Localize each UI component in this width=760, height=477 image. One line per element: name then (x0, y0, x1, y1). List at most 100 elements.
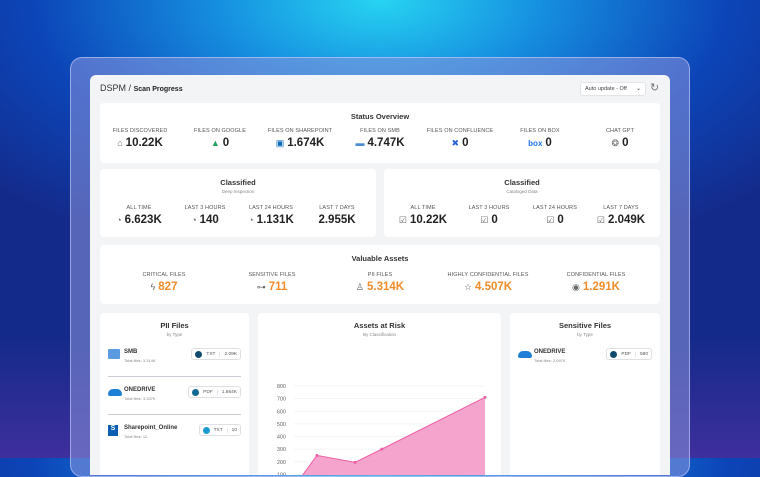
stat-critical-files: CRITICAL FILES ϟ 827 (110, 272, 218, 293)
breadcrumb-current: Scan Progress (133, 86, 183, 93)
stat-last-24-hours: LAST 24 HOURS ☑ 0 (522, 205, 588, 226)
stat-pii-files: PII FILES ♙ 5.314K (326, 272, 434, 293)
stat-value: ✖ 0 (420, 137, 500, 149)
stat-label: SENSITIVE FILES (248, 272, 296, 278)
source-name: Sharepoint_Online (124, 425, 178, 431)
stat-files-on-smb: FILES ON SMB ▬ 4.747K (340, 128, 420, 149)
breadcrumb-root[interactable]: DSPM (100, 83, 127, 93)
sharepoint-icon: S (108, 425, 121, 436)
stat-value: ⌂ 10.22K (100, 137, 180, 149)
file-count: 1.664K (216, 389, 237, 395)
total-files: Total files: 3.314K (124, 358, 156, 363)
y-tick-label: 500 (277, 422, 286, 428)
confluence-icon: ✖ (451, 138, 460, 148)
total-files: Total files: 3.337K (124, 396, 156, 401)
y-tick-label: 200 (277, 460, 286, 466)
stat-value: ◔ 140 (172, 214, 238, 226)
stat-files-on-sharepoint: FILES ON SHAREPOINT ▣ 1.674K (260, 128, 340, 149)
sensitive-files-card: Sensitive Files by Type ONEDRIVE Total f… (510, 313, 660, 475)
checkbox-icon: ☑ (398, 215, 407, 225)
stat-value: 2.955K (304, 214, 370, 226)
refresh-icon[interactable]: ↻ (650, 82, 660, 94)
stat-label: LAST 3 HOURS (184, 205, 226, 211)
value-text: 0 (622, 137, 629, 149)
value-text: 2.955K (318, 214, 356, 226)
stat-label: LAST 24 HOURS (249, 205, 293, 211)
status-overview-card: Status Overview FILES DISCOVERED ⌂ 10.22K… (100, 103, 660, 163)
value-text: 6.623K (124, 214, 162, 226)
sharepoint-icon: ▣ (275, 138, 285, 148)
value-text: 10.22K (409, 214, 448, 226)
file-type-pill: TXT 10 (198, 424, 241, 436)
file-type-row[interactable]: SMB Total files: 3.314K TXT 2.09K (108, 347, 241, 371)
file-type-pill: PDF 1.664K (188, 386, 241, 398)
onedrive-icon (108, 387, 122, 397)
file-type-row[interactable]: ONEDRIVE Total files: 2.097K PDF 580 (518, 347, 652, 371)
clock-check-icon: ◔ (116, 215, 122, 225)
value-text: 10.22K (125, 137, 163, 149)
y-tick-label: 400 (277, 435, 286, 441)
card-subtitle: by Type (577, 332, 593, 337)
value-text: 0 (222, 137, 230, 149)
value-text: 2.049K (607, 214, 646, 226)
stat-chat-gpt: CHAT GPT ❂ 0 (580, 128, 660, 149)
stat-label: FILES ON CONFLUENCE (426, 128, 494, 134)
stat-value: ▬ 4.747K (340, 137, 420, 149)
file-type-pill: PDF 580 (606, 348, 652, 360)
bolt-icon: ϟ (150, 282, 156, 292)
stat-label: FILES ON SHAREPOINT (267, 128, 333, 134)
card-title: PII Files (160, 321, 189, 330)
file-type-row[interactable]: S Sharepoint_Online Total files: 12 TXT 1… (108, 423, 241, 447)
file-type: TXT (206, 351, 216, 357)
clock-check-icon: ◔ (248, 215, 254, 225)
star-icon: ☆ (463, 282, 472, 292)
chatgpt-icon: ❂ (611, 138, 620, 148)
stat-value: ☑ 2.049K (588, 214, 654, 226)
stat-value: ▲ 0 (180, 137, 260, 149)
stat-label: FILES ON GOOGLE (194, 128, 246, 134)
value-text: 4.507K (474, 281, 513, 293)
pii-files-card: PII Files by Type SMB Total files: 3.314… (100, 313, 249, 475)
y-tick-label: 800 (277, 384, 286, 390)
value-text: 1.291K (582, 281, 620, 293)
value-text: 711 (268, 281, 288, 293)
value-text: 0 (491, 214, 498, 226)
value-text: 1.131K (256, 214, 294, 226)
stat-files-discovered: FILES DISCOVERED ⌂ 10.22K (100, 128, 180, 149)
stat-label: PII FILES (367, 272, 393, 278)
auto-update-select[interactable]: Auto update - Off ⌄ (580, 82, 646, 96)
stat-value: box 0 (500, 137, 580, 149)
file-type-row[interactable]: ONEDRIVE Total files: 3.337K PDF 1.664K (108, 385, 241, 409)
stat-label: ALL TIME (410, 205, 436, 211)
card-subtitle: Deep Inspection (221, 189, 255, 194)
source-name: SMB (124, 349, 138, 355)
person-icon: ♙ (355, 282, 364, 292)
stat-value: ☆ 4.507K (434, 281, 542, 293)
stat-value: ▣ 1.674K (260, 137, 340, 149)
value-text: 1.674K (287, 137, 325, 149)
y-tick-label: 600 (277, 409, 286, 415)
stat-last-3-hours: LAST 3 HOURS ◔ 140 (172, 205, 238, 226)
checkbox-icon: ☑ (596, 215, 605, 225)
stat-sensitive-files: SENSITIVE FILES ⊶ 711 (218, 272, 326, 293)
stat-label: LAST 3 HOURS (468, 205, 510, 211)
file-type: PDF (203, 389, 213, 395)
key-icon: ⊶ (256, 282, 266, 292)
stat-last-7-days: LAST 7 DAYS ☑ 2.049K (588, 205, 654, 226)
legend-dot (195, 350, 203, 358)
y-tick-label: 100 (277, 472, 286, 475)
stat-last-24-hours: LAST 24 HOURS ◔ 1.131K (238, 205, 304, 226)
value-text: 827 (158, 281, 178, 293)
stat-value: ☑ 0 (522, 214, 588, 226)
checkbox-icon: ☑ (546, 215, 555, 225)
total-files: Total files: 12 (124, 434, 148, 439)
stat-value: ♙ 5.314K (326, 281, 434, 293)
stat-value: ☑ 10.22K (390, 214, 456, 226)
stat-label: LAST 7 DAYS (603, 205, 639, 211)
stat-label: CONFIDENTIAL FILES (566, 272, 626, 278)
stat-last-7-days: LAST 7 DAYS 2.955K (304, 205, 370, 226)
stat-all-time: ALL TIME ◔ 6.623K (106, 205, 172, 226)
file-type-pill: TXT 2.09K (191, 348, 241, 360)
stat-label: CHAT GPT (605, 128, 635, 134)
stat-value: ◔ 1.131K (238, 214, 304, 226)
